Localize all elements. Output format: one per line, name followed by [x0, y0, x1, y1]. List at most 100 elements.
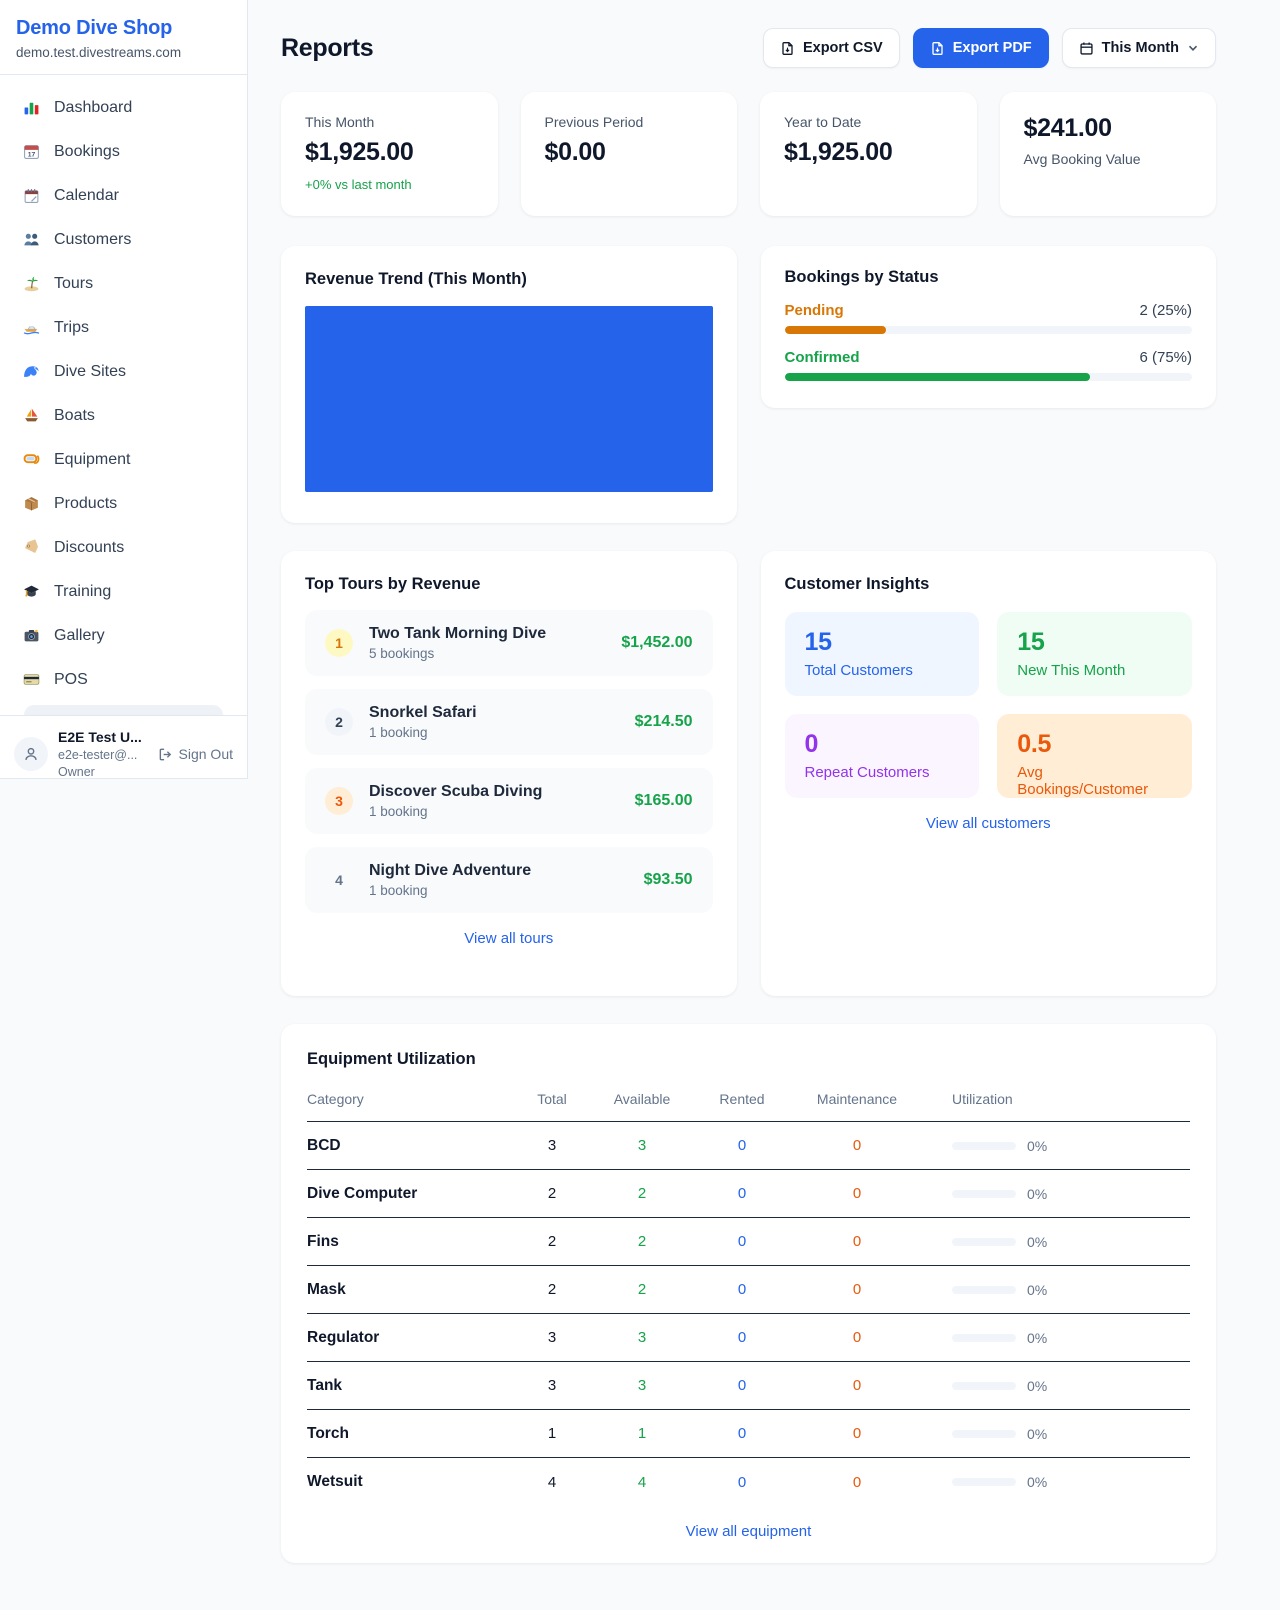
status-label: Pending — [784, 302, 844, 319]
revenue-trend-chart — [305, 306, 713, 492]
rented-cell: 0 — [737, 1185, 747, 1202]
category-cell: Mask — [307, 1280, 346, 1298]
utilization-percent: 0% — [1027, 1474, 1048, 1490]
bookings-by-status-title: Bookings by Status — [784, 268, 939, 286]
category-cell: Wetsuit — [307, 1473, 363, 1490]
credit-card-icon — [22, 670, 41, 689]
wave-icon — [22, 362, 41, 381]
sidebar-item-dashboard[interactable]: Dashboard — [12, 89, 235, 126]
user-info: E2E Test U... e2e-tester@... Owner — [58, 728, 142, 781]
sidebar-item-products[interactable]: Products — [12, 485, 235, 522]
camera-icon — [22, 626, 41, 645]
sidebar-item-label: POS — [54, 670, 88, 688]
sidebar-item-bookings[interactable]: 17 Bookings — [12, 133, 235, 170]
sidebar-item-label: Calendar — [54, 186, 119, 204]
view-all-equipment-link[interactable]: View all equipment — [685, 1523, 812, 1540]
sidebar-item-calendar[interactable]: Calendar — [12, 177, 235, 214]
tour-name: Two Tank Morning Dive — [369, 625, 547, 642]
available-cell: 3 — [637, 1137, 647, 1154]
svg-text:17: 17 — [28, 151, 36, 158]
tour-bookings: 5 bookings — [369, 646, 435, 661]
sidebar-item-gallery[interactable]: Gallery — [12, 617, 235, 654]
island-icon — [22, 274, 41, 293]
utilization-cell: 0% — [922, 1138, 1190, 1154]
sidebar-item-trips[interactable]: Trips — [12, 309, 235, 346]
maintenance-cell: 0 — [852, 1281, 862, 1298]
period-label: This Month — [1101, 40, 1179, 56]
tour-row[interactable]: 4 Night Dive Adventure 1 booking $93.50 — [305, 847, 713, 913]
stat-label: Avg Booking Value — [1023, 151, 1141, 167]
equipment-utilization-card: Equipment Utilization Category Total Ava… — [281, 1024, 1216, 1563]
tile-label: Repeat Customers — [804, 764, 930, 781]
total-cell: 3 — [547, 1137, 557, 1154]
maintenance-cell: 0 — [852, 1473, 862, 1491]
sidebar-item-equipment[interactable]: Equipment — [12, 441, 235, 478]
sidebar-item-label: Training — [54, 582, 112, 600]
status-bar-track — [784, 326, 1192, 334]
available-cell: 4 — [637, 1473, 647, 1491]
view-all-customers-link[interactable]: View all customers — [925, 815, 1051, 832]
brand-link[interactable]: Demo Dive Shop demo.test.divestreams.com — [0, 0, 247, 75]
rented-cell: 0 — [737, 1233, 747, 1250]
rank-badge: 4 — [335, 872, 343, 888]
period-dropdown[interactable]: This Month — [1061, 28, 1216, 68]
stat-value: $1,925.00 — [784, 138, 893, 166]
tour-row[interactable]: 1 Two Tank Morning Dive 5 bookings $1,45… — [305, 610, 713, 676]
utilization-bar-track — [952, 1285, 1016, 1294]
tour-row[interactable]: 3 Discover Scuba Diving 1 booking $165.0… — [305, 768, 713, 834]
rank-badge: 3 — [325, 787, 353, 815]
shop-name: Demo Dive Shop — [16, 17, 173, 39]
table-header-row: Category Total Available Rented Maintena… — [307, 1083, 1190, 1122]
sidebar-item-dive-sites[interactable]: Dive Sites — [12, 353, 235, 390]
column-header: Rented — [719, 1091, 765, 1107]
utilization-cell: 0% — [922, 1474, 1190, 1490]
sidebar: Demo Dive Shop demo.test.divestreams.com… — [0, 0, 248, 779]
rented-cell: 0 — [737, 1329, 747, 1346]
sidebar-item-discounts[interactable]: Discounts — [12, 529, 235, 566]
tour-row[interactable]: 2 Snorkel Safari 1 booking $214.50 — [305, 689, 713, 755]
available-cell: 2 — [637, 1185, 647, 1202]
rented-cell: 0 — [737, 1377, 747, 1394]
user-role: Owner — [58, 764, 95, 779]
export-pdf-button[interactable]: Export PDF — [912, 28, 1049, 68]
stat-label: This Month — [305, 114, 375, 130]
available-cell: 3 — [637, 1329, 647, 1346]
available-cell: 3 — [637, 1377, 647, 1394]
view-all-tours-link[interactable]: View all tours — [464, 930, 554, 947]
equipment-table: Category Total Available Rented Maintena… — [307, 1083, 1190, 1506]
tour-name: Snorkel Safari — [369, 704, 477, 721]
table-row: Torch 1 1 0 0 0% — [307, 1410, 1190, 1458]
sidebar-item-tours[interactable]: Tours — [12, 265, 235, 302]
rented-cell: 0 — [737, 1473, 747, 1491]
stat-card-year-to-date: Year to Date $1,925.00 — [760, 92, 977, 216]
tile-repeat-customers: 0 Repeat Customers — [784, 714, 980, 798]
rented-cell: 0 — [737, 1281, 747, 1298]
tour-bookings: 1 booking — [369, 804, 428, 819]
column-header: Category — [307, 1091, 364, 1107]
category-cell: Tank — [307, 1376, 343, 1394]
dive-mask-icon — [22, 450, 41, 469]
available-cell: 2 — [637, 1281, 647, 1298]
export-csv-button[interactable]: Export CSV — [762, 28, 900, 68]
tour-revenue: $93.50 — [643, 871, 693, 888]
sidebar-item-label: Discounts — [54, 538, 125, 556]
sidebar-item-training[interactable]: Training — [12, 573, 235, 610]
sign-out-button[interactable]: Sign Out — [158, 746, 233, 762]
sidebar-item-label: Customers — [54, 230, 132, 248]
utilization-percent: 0% — [1027, 1329, 1048, 1346]
table-row: Dive Computer 2 2 0 0 0% — [307, 1170, 1190, 1218]
stat-card-this-month: This Month $1,925.00 +0% vs last month — [281, 92, 498, 216]
sidebar-item-label: Products — [54, 494, 118, 512]
stats-row: This Month $1,925.00 +0% vs last month P… — [281, 92, 1216, 216]
user-name: E2E Test U... — [58, 729, 142, 745]
tour-revenue: $214.50 — [634, 713, 693, 730]
top-tours-title: Top Tours by Revenue — [305, 575, 481, 593]
tag-icon — [22, 538, 41, 557]
sidebar-item-pos[interactable]: POS — [12, 661, 235, 698]
sidebar-item-customers[interactable]: Customers — [12, 221, 235, 258]
sidebar-user-section: E2E Test U... e2e-tester@... Owner Sign … — [0, 715, 247, 793]
equipment-utilization-title: Equipment Utilization — [307, 1050, 476, 1068]
sidebar-item-boats[interactable]: Boats — [12, 397, 235, 434]
page-title: Reports — [281, 33, 374, 62]
available-cell: 2 — [637, 1233, 647, 1250]
